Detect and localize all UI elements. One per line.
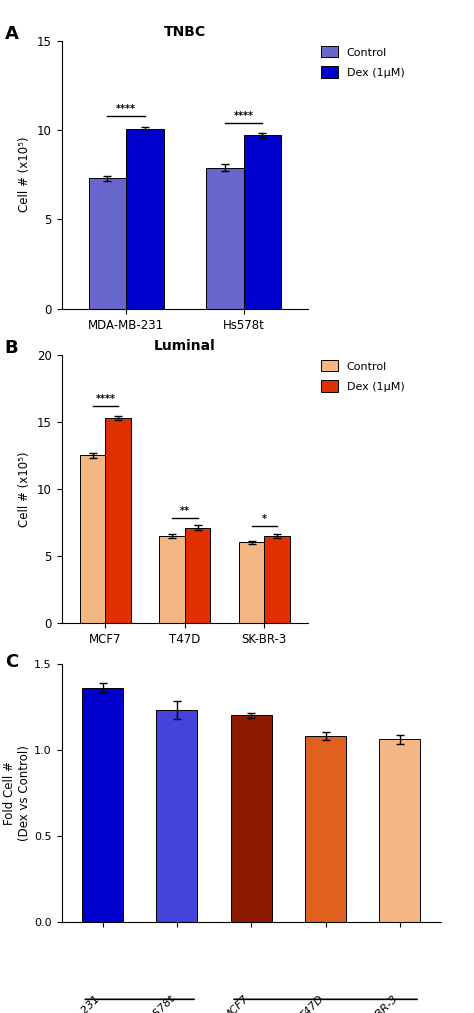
Bar: [264, 536, 290, 623]
Bar: [82, 688, 123, 922]
Bar: [80, 455, 105, 623]
Text: ****: ****: [234, 111, 254, 122]
Bar: [231, 715, 272, 922]
Text: C: C: [5, 653, 18, 672]
Y-axis label: Fold Cell #
(Dex vs Control): Fold Cell # (Dex vs Control): [3, 745, 31, 841]
Text: ****: ****: [116, 104, 136, 113]
Bar: [380, 739, 420, 922]
Title: Luminal: Luminal: [154, 339, 216, 354]
Bar: [156, 710, 197, 922]
Bar: [305, 735, 346, 922]
Text: A: A: [5, 25, 18, 44]
Bar: [244, 136, 281, 309]
Bar: [206, 167, 244, 309]
Bar: [185, 528, 210, 623]
Bar: [126, 129, 164, 309]
Bar: [239, 543, 264, 623]
Text: *: *: [262, 515, 267, 525]
Bar: [159, 536, 185, 623]
Y-axis label: Cell # (x10⁵): Cell # (x10⁵): [18, 137, 31, 213]
Legend: Control, Dex (1μM): Control, Dex (1μM): [321, 360, 404, 392]
Y-axis label: Cell # (x10⁵): Cell # (x10⁵): [18, 451, 31, 527]
Text: B: B: [5, 339, 18, 358]
Bar: [89, 178, 126, 309]
Bar: [105, 417, 131, 623]
Text: ****: ****: [95, 393, 115, 403]
Legend: Control, Dex (1μM): Control, Dex (1μM): [321, 46, 404, 78]
Text: **: **: [180, 506, 190, 517]
Title: TNBC: TNBC: [164, 25, 206, 40]
